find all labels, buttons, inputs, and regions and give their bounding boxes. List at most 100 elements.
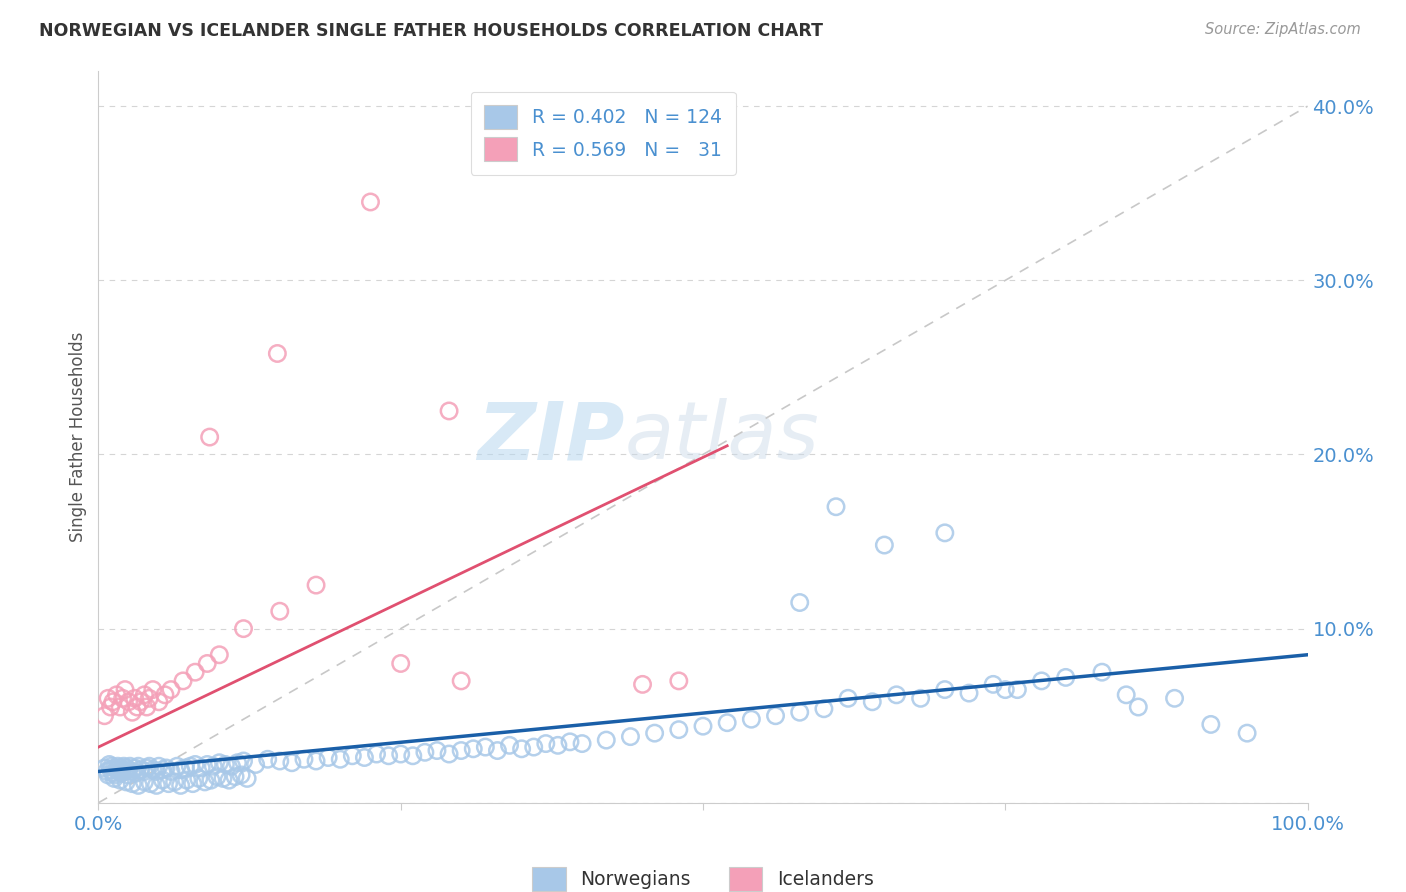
- Point: [187, 772, 209, 786]
- Point: [96, 764, 118, 779]
- Point: [360, 194, 382, 209]
- Point: [105, 763, 128, 777]
- Point: [523, 740, 546, 755]
- Point: [145, 778, 167, 792]
- Point: [389, 747, 412, 761]
- Point: [112, 759, 135, 773]
- Point: [981, 677, 1004, 691]
- Point: [256, 752, 278, 766]
- Point: [114, 764, 136, 779]
- Point: [101, 695, 124, 709]
- Point: [1007, 682, 1029, 697]
- Point: [413, 745, 436, 759]
- Point: [934, 682, 956, 697]
- Point: [134, 775, 156, 789]
- Point: [316, 750, 339, 764]
- Point: [957, 686, 980, 700]
- Point: [176, 773, 198, 788]
- Point: [402, 748, 425, 763]
- Point: [115, 761, 138, 775]
- Point: [118, 763, 141, 777]
- Point: [142, 763, 165, 777]
- Point: [765, 708, 787, 723]
- Point: [184, 757, 207, 772]
- Point: [1031, 673, 1053, 688]
- Point: [103, 761, 125, 775]
- Point: [218, 773, 240, 788]
- Point: [377, 748, 399, 763]
- Point: [366, 747, 388, 761]
- Point: [1236, 726, 1258, 740]
- Point: [98, 757, 121, 772]
- Point: [148, 759, 170, 773]
- Point: [179, 759, 201, 773]
- Point: [212, 772, 235, 786]
- Point: [129, 695, 152, 709]
- Point: [426, 743, 449, 757]
- Point: [134, 688, 156, 702]
- Point: [342, 748, 364, 763]
- Point: [269, 604, 291, 618]
- Point: [221, 759, 243, 773]
- Point: [886, 688, 908, 702]
- Point: [124, 691, 146, 706]
- Point: [208, 648, 231, 662]
- Point: [195, 657, 218, 671]
- Point: [127, 778, 149, 792]
- Point: [474, 740, 496, 755]
- Point: [121, 777, 143, 791]
- Point: [740, 712, 762, 726]
- Point: [138, 759, 160, 773]
- Point: [498, 739, 520, 753]
- Point: [100, 763, 122, 777]
- Legend: Norwegians, Icelanders: Norwegians, Icelanders: [524, 860, 882, 892]
- Point: [644, 726, 666, 740]
- Point: [873, 538, 896, 552]
- Point: [166, 759, 188, 773]
- Point: [127, 759, 149, 773]
- Point: [463, 741, 485, 756]
- Point: [124, 761, 146, 775]
- Point: [139, 777, 162, 791]
- Point: [111, 763, 134, 777]
- Point: [547, 739, 569, 753]
- Point: [190, 761, 212, 775]
- Point: [129, 763, 152, 777]
- Point: [93, 761, 115, 775]
- Point: [108, 764, 131, 779]
- Point: [121, 764, 143, 779]
- Point: [1199, 717, 1222, 731]
- Point: [125, 766, 148, 780]
- Point: [1163, 691, 1185, 706]
- Point: [155, 761, 177, 775]
- Point: [534, 737, 557, 751]
- Point: [181, 777, 204, 791]
- Point: [184, 665, 207, 680]
- Point: [813, 702, 835, 716]
- Point: [558, 735, 581, 749]
- Point: [305, 754, 328, 768]
- Point: [353, 750, 375, 764]
- Point: [157, 777, 180, 791]
- Point: [111, 691, 134, 706]
- Point: [437, 404, 460, 418]
- Point: [329, 752, 352, 766]
- Text: atlas: atlas: [624, 398, 820, 476]
- Point: [135, 761, 157, 775]
- Point: [232, 754, 254, 768]
- Point: [668, 723, 690, 737]
- Point: [631, 677, 654, 691]
- Point: [101, 766, 124, 780]
- Point: [105, 688, 128, 702]
- Point: [103, 772, 125, 786]
- Point: [153, 688, 176, 702]
- Point: [510, 741, 533, 756]
- Point: [437, 747, 460, 761]
- Point: [115, 775, 138, 789]
- Point: [117, 768, 139, 782]
- Point: [214, 757, 236, 772]
- Point: [305, 578, 328, 592]
- Point: [114, 682, 136, 697]
- Text: ZIP: ZIP: [477, 398, 624, 476]
- Point: [224, 770, 246, 784]
